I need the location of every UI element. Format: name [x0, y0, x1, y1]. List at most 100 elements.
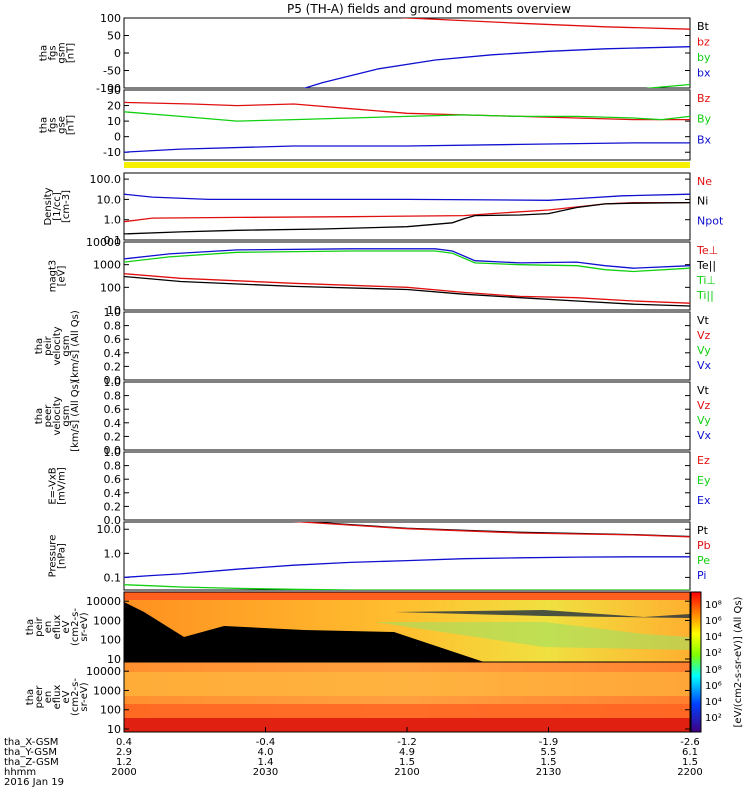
x-tick-label: 2100 — [394, 767, 419, 778]
series-line-Pt — [299, 522, 690, 538]
y-axis-label-line: velocity — [52, 326, 63, 365]
legend-label-Vx: Vx — [697, 429, 712, 442]
series-line-Ni — [124, 201, 690, 235]
legend-label-Vx: Vx — [697, 359, 712, 372]
y-tick-label: 0.4 — [104, 417, 122, 430]
y-tick-label: 10.0 — [97, 523, 122, 536]
y-axis-label-line: tha — [25, 619, 36, 635]
y-tick-label: 50 — [107, 30, 121, 43]
y-tick-label: 0.8 — [104, 460, 122, 473]
x-tick-label: -2.6 — [680, 737, 700, 748]
peir-spectrogram-green-patch — [374, 622, 690, 650]
y-tick-label: 0.0 — [104, 374, 122, 387]
series-line-By — [124, 111, 690, 122]
colorbar-label: [eV/(cm2-s-sr-eV)] (All Qs) — [733, 596, 744, 727]
y-tick-label: 100 — [100, 634, 121, 647]
peir-spectrogram-top-band — [124, 592, 690, 600]
y-tick-label: 0.8 — [104, 320, 122, 333]
x-axis-row-label: tha_Y-GSM — [4, 747, 57, 758]
y-axis-label-line: (cm2-s- — [70, 608, 81, 646]
legend-label-Bt: Bt — [697, 20, 710, 33]
legend-label-Vy: Vy — [697, 414, 711, 427]
x-axis-row-label: tha_Z-GSM — [4, 757, 59, 768]
panel-frame-peer_velocity — [123, 381, 691, 451]
y-axis-label-line: eflux — [52, 615, 63, 640]
colorbar-tick-label: 10² — [705, 713, 722, 724]
y-tick-label: 0.6 — [104, 403, 122, 416]
x-tick-label: 0.4 — [116, 737, 132, 748]
legend-label-Pt: Pt — [697, 524, 709, 537]
legend-label-Vz: Vz — [697, 399, 711, 412]
y-tick-label: 1.0 — [104, 214, 122, 227]
y-axis-label-line: en — [43, 621, 54, 634]
y-axis-label-line: tha — [34, 408, 45, 424]
y-tick-label: 10 — [107, 653, 121, 666]
series-line-Ti — [124, 250, 690, 273]
peer-spectrogram-mid-band — [124, 704, 690, 718]
y-axis-label-line: peer — [43, 404, 54, 428]
legend-label-Te: Te⊥ — [696, 244, 718, 257]
legend-label-bz: bz — [697, 36, 710, 49]
colorbar-tick-label: 10⁴ — [705, 632, 722, 643]
y-axis-label-line: E=-VxB — [48, 467, 59, 504]
y-axis-label-line: (cm2-s- — [70, 678, 81, 716]
y-tick-label: 0.4 — [104, 487, 122, 500]
y-tick-label: -100 — [96, 82, 121, 95]
series-line-by — [645, 83, 690, 88]
colorbar-tick-label: 10⁸ — [705, 600, 722, 611]
legend-label-by: by — [697, 51, 711, 64]
x-tick-label: -1.2 — [397, 737, 417, 748]
y-tick-label: 0.2 — [104, 500, 122, 513]
legend-label-Bz: Bz — [697, 92, 711, 105]
y-tick-label: 10000 — [86, 595, 121, 608]
y-tick-label: 1.0 — [104, 306, 122, 319]
y-axis-label-line: Pressure — [48, 535, 59, 578]
y-axis-label-line: tha — [25, 689, 36, 705]
y-axis-label-line: gsm — [57, 42, 68, 63]
colorbar-tick-label: 10⁴ — [705, 697, 722, 708]
series-line-Te — [124, 273, 690, 304]
colorbar-tick-label: 10⁶ — [705, 681, 722, 692]
y-axis-label-line: fgs — [48, 117, 59, 132]
y-tick-label: -50 — [103, 65, 121, 78]
colorbar — [690, 591, 702, 733]
series-line-Ne — [124, 201, 690, 223]
y-tick-label: 10 — [107, 304, 121, 317]
y-axis-label-line: tha — [34, 338, 45, 354]
y-tick-label: 1000 — [93, 684, 121, 697]
legend-label-Npot: Npot — [697, 214, 724, 227]
series-line-Ti — [124, 248, 690, 269]
legend-label-Ti: Ti|| — [696, 289, 714, 302]
x-axis-row-label: tha_X-GSM — [4, 737, 58, 748]
y-axis-label-line: gsm — [61, 335, 72, 356]
y-axis-label-line: [mV/m] — [57, 467, 68, 505]
legend-label-Ne: Ne — [697, 175, 712, 188]
legend-label-Ex: Ex — [697, 494, 711, 507]
y-tick-label: 0.2 — [104, 430, 122, 443]
x-tick-label: 2000 — [111, 767, 136, 778]
y-tick-label: 1.0 — [104, 376, 122, 389]
colorbar-tick-label: 10⁶ — [705, 616, 722, 627]
y-tick-label: 1000 — [93, 614, 121, 627]
series-line-Pi — [124, 556, 690, 579]
legend-label-Ti: Ti⊥ — [696, 274, 716, 287]
y-axis-label-line: gsm — [61, 405, 72, 426]
x-tick-label: -0.4 — [256, 737, 276, 748]
legend-label-Ez: Ez — [697, 454, 710, 467]
y-axis-label-line: [nPa] — [57, 543, 68, 569]
colorbar-tick-label: 10⁸ — [705, 665, 722, 676]
legend-label-Bx: Bx — [697, 133, 712, 146]
y-axis-label-line: [eV] — [57, 266, 68, 287]
peir-spectrogram-dark-region — [124, 602, 484, 662]
y-axis-label-line: peir — [34, 616, 45, 636]
x-tick-label: 1.5 — [541, 757, 557, 768]
y-tick-label: 0 — [114, 131, 121, 144]
y-tick-label: 1.0 — [104, 446, 122, 459]
y-axis-label-line: Density — [43, 187, 54, 225]
y-axis-label-line: fgs — [48, 45, 59, 60]
quality-flag-bar — [124, 162, 690, 168]
legend-label-Pi: Pi — [697, 569, 706, 582]
y-tick-label: 10 — [107, 115, 121, 128]
legend-label-By: By — [697, 113, 712, 126]
